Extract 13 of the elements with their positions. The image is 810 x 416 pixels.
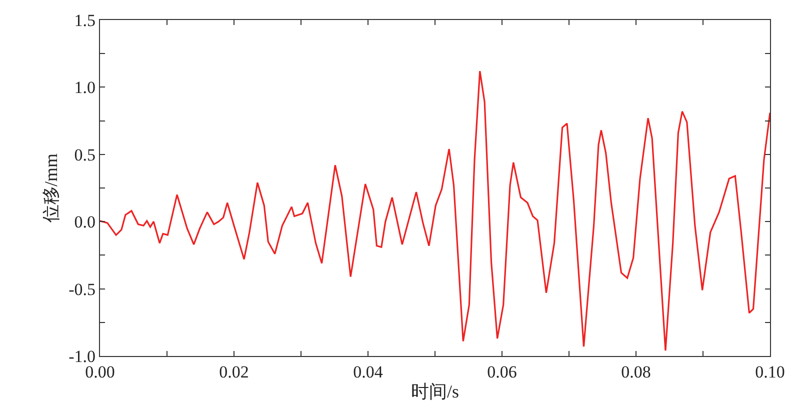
line-series <box>100 70 770 352</box>
x-tick-label: 0.10 <box>755 362 785 382</box>
x-tick-label: 0.06 <box>487 362 517 382</box>
y-tick-label: 0.0 <box>74 212 96 232</box>
y-tick-label: -0.5 <box>68 280 96 299</box>
y-tick-label: 0.5 <box>74 145 96 164</box>
x-tick-label: 0.02 <box>219 362 249 382</box>
y-axis-title: 位移/mm <box>40 153 61 223</box>
x-axis-title: 时间/s <box>410 382 460 402</box>
x-tick-label: 0.04 <box>353 362 384 382</box>
y-tick-label: 1.0 <box>74 78 96 98</box>
x-tick-label: 0.08 <box>621 362 651 382</box>
y-tick-label: 1.5 <box>74 10 96 30</box>
